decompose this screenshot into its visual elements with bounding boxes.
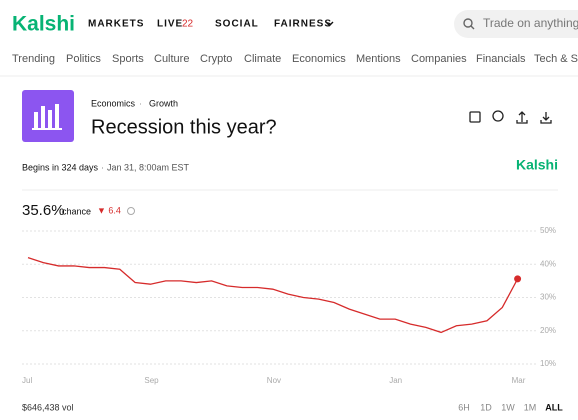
search-placeholder: Trade on anything [483, 16, 578, 30]
separator: · [139, 98, 142, 108]
search-icon [463, 18, 473, 28]
topic-row: Trending Politics Sports Culture Crypto Clima… [12, 53, 578, 65]
range-button[interactable]: 6H [458, 402, 470, 412]
y-tick-label: 40% [540, 259, 556, 268]
live-count: 22 [182, 19, 194, 30]
info-icon[interactable] [127, 207, 135, 215]
search-box[interactable] [454, 10, 578, 38]
y-tick-label: 10% [540, 359, 556, 368]
download-button[interactable] [540, 112, 552, 124]
chevron [325, 21, 334, 27]
chance-label: chance [62, 206, 91, 216]
change: ▼ 6.4 [97, 205, 121, 215]
category[interactable]: Economics [91, 98, 136, 108]
x-tick-label: Mar [512, 376, 526, 385]
topic-link[interactable]: Economics [292, 53, 346, 65]
actions [469, 110, 552, 124]
topic-link[interactable]: Mentions [356, 53, 401, 65]
range-button[interactable]: ALL [545, 402, 563, 412]
brand: Kalshi [516, 157, 558, 173]
chart: 50% 40% 30% 20% 10% Jul Sep Nov Jan Mar [22, 226, 556, 385]
logo[interactable]: Kalshi [12, 13, 75, 36]
search-icon [470, 25, 475, 30]
last-point [514, 275, 522, 283]
x-tick-label: Jan [389, 376, 402, 385]
subcategory[interactable]: Growth [149, 98, 178, 108]
market-title: Recession this year? [91, 116, 277, 138]
begins: Begins in 324 days [22, 162, 99, 172]
range-button[interactable]: 1M [524, 402, 537, 412]
x-tick-label: Jul [22, 376, 32, 385]
x-tick-label: Nov [267, 376, 281, 385]
topic-link[interactable]: Culture [154, 53, 189, 65]
comment-button[interactable] [492, 110, 504, 122]
x-tick-label: Sep [144, 376, 159, 385]
nav-link[interactable]: FAIRNESS [274, 19, 332, 30]
nav-link[interactable]: LIVE [157, 19, 183, 30]
range-buttons: 6H 1D 1W 1M ALL [458, 402, 563, 412]
chance: 35.6% [22, 202, 65, 219]
topic-link[interactable]: Financials [476, 53, 526, 65]
range-button[interactable]: 1D [480, 402, 492, 412]
topic-link[interactable]: Climate [244, 53, 281, 65]
topic-link[interactable]: Sports [112, 53, 144, 65]
nav-link[interactable]: SOCIAL [215, 19, 259, 30]
topic-link[interactable]: Politics [66, 53, 101, 65]
topic-link[interactable]: Crypto [200, 53, 232, 65]
volume: $646,438 vol [22, 402, 74, 412]
separator: · [101, 162, 104, 172]
price-line [27, 256, 519, 334]
topic-link[interactable]: Companies [411, 53, 467, 65]
topic-link[interactable]: Trending [12, 53, 55, 65]
topic-link[interactable]: Tech & Science [534, 53, 578, 65]
icon-bars [32, 104, 62, 130]
calendar-button[interactable] [469, 111, 481, 123]
y-tick-label: 20% [540, 326, 556, 335]
y-tick-label: 50% [540, 226, 556, 235]
range-button[interactable]: 1W [501, 402, 515, 412]
y-tick-label: 30% [540, 293, 556, 302]
date: Jan 31, 8:00am EST [107, 162, 190, 172]
share-button[interactable] [516, 111, 528, 124]
nav-link[interactable]: MARKETS [88, 19, 144, 30]
